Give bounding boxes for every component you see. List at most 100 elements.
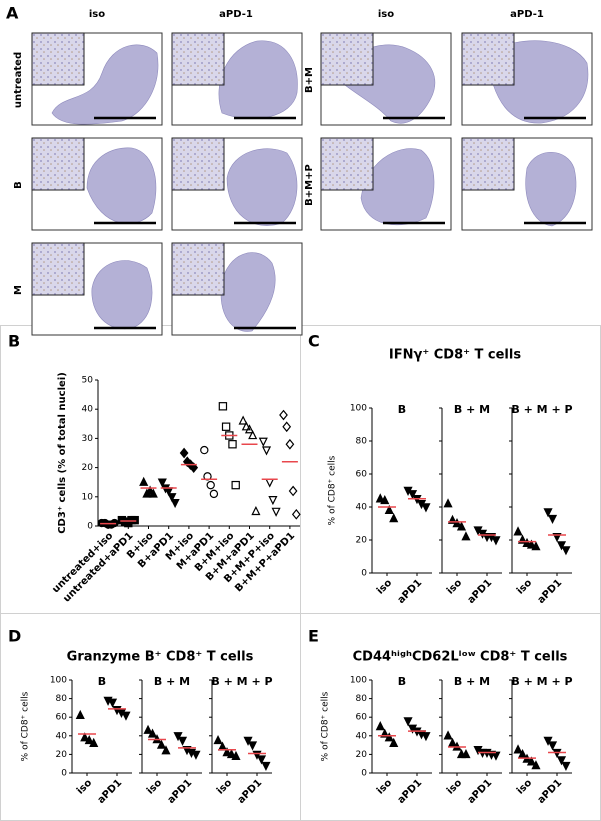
data-point [121,711,131,721]
data-point [167,493,177,503]
data-point [265,478,275,488]
data-point [421,732,431,742]
inset [31,242,85,296]
chart-title: Granzyme B⁺ CD8⁺ T cells [67,650,254,665]
data-point [213,735,223,745]
micrograph [171,137,303,231]
panel-label: B [8,332,20,351]
data-point [107,698,118,708]
inset [171,242,225,296]
y-tick-label: 10 [82,492,94,502]
micrograph [171,242,303,336]
y-tick-label: 20 [82,463,94,473]
micrograph [31,32,163,126]
column-header: iso [378,9,394,20]
x-tick-label: iso [375,577,394,596]
micrograph [461,137,593,231]
y-tick-label: 20 [356,750,368,760]
micrograph [320,32,452,126]
x-tick-label: iso [445,577,464,596]
chart-title: CD44ʰⁱᵍʰCD62Lˡᵒʷ CD8⁺ T cells [353,650,568,665]
column-header: iso [89,9,105,20]
data-point [228,440,237,449]
panel-label: D [8,627,21,646]
data-point [547,514,558,524]
x-tick-label: aPD1 [466,777,495,806]
y-tick-label: 80 [56,694,68,704]
data-point [556,541,567,551]
x-tick-label: aPD1 [166,777,195,806]
x-tick-label: aPD1 [536,777,565,806]
data-point [389,513,399,523]
tissue-section [220,252,276,332]
data-point [89,737,99,747]
y-tick-label: 100 [350,404,367,414]
row-label: B+M [304,67,315,93]
micrograph [461,32,593,126]
y-tick-label: 100 [350,676,367,686]
data-point [261,446,272,456]
data-point [143,724,153,734]
data-point [291,508,301,520]
inset [171,32,225,86]
y-tick-label: 30 [82,434,94,444]
data-point [226,748,237,759]
data-point [526,756,537,766]
data-point [513,526,523,536]
y-tick-label: 60 [356,470,368,480]
y-tick-label: 0 [87,522,93,532]
data-point [271,507,281,517]
data-point [231,480,240,490]
data-point [258,437,268,447]
data-point [375,493,385,503]
data-point [80,732,90,742]
data-point [261,761,271,772]
y-tick-label: 0 [61,769,67,779]
data-point [247,741,258,751]
data-point [288,485,298,497]
y-tick-label: 50 [82,376,94,386]
micrograph [31,137,163,231]
subplot-title: B + M [154,675,190,688]
data-point [461,748,471,759]
x-tick-label: iso [375,777,394,796]
row-label: B+M+P [304,164,315,206]
x-tick-label: iso [75,777,94,796]
micrograph [171,32,303,126]
y-tick-label: 80 [356,694,368,704]
data-point [389,737,399,747]
subplot-title: B [98,675,106,688]
data-point [177,736,188,746]
tissue-section [51,44,159,125]
data-point [243,736,253,746]
data-point [543,508,553,518]
data-point [452,518,462,528]
data-point [384,504,394,515]
data-point [251,505,261,516]
y-tick-label: 100 [50,676,67,686]
y-tick-label: 0 [361,769,367,779]
data-point [384,732,394,742]
data-point [526,539,537,549]
micrograph [320,137,452,231]
tissue-section [226,148,298,226]
data-point [173,732,183,742]
data-point [285,438,295,450]
y-tick-label: 60 [356,713,368,723]
row-label: B [13,181,24,189]
data-point [268,496,278,506]
y-tick-label: 40 [82,405,94,415]
data-point [200,445,209,455]
x-tick-label: iso [515,577,534,596]
y-tick-label: 40 [56,731,68,741]
subplot-title: B + M + P [211,675,272,688]
data-point [161,745,171,755]
inset [320,32,374,86]
data-point [218,402,228,411]
data-point [543,736,553,746]
subplot-title: B + M [454,403,490,416]
inset [461,32,515,86]
data-point [231,750,241,760]
